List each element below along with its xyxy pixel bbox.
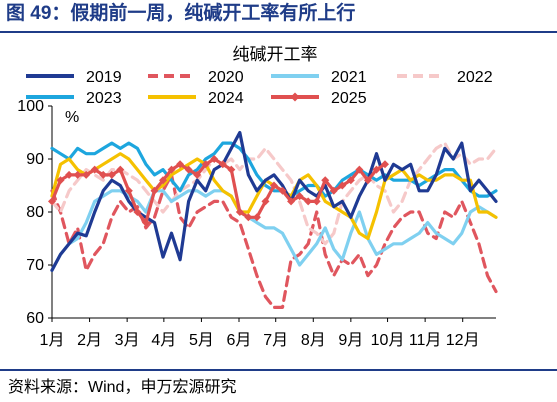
legend-label-2023: 2023	[86, 90, 122, 107]
series-point-2025	[372, 165, 381, 174]
x-tick-label: 10月	[371, 332, 405, 349]
legend-marker-2025	[290, 92, 300, 102]
y-axis-label: %	[65, 109, 79, 126]
series-point-2025	[167, 165, 176, 174]
series-line-2025	[50, 157, 387, 225]
figure-title: 图 49：假期前一周，纯碱开工率有所上行	[6, 3, 356, 24]
series-point-2025	[287, 197, 296, 206]
series-point-2025	[227, 165, 236, 174]
series-line-2023	[50, 141, 498, 198]
series-point-2025	[338, 181, 347, 190]
series-point-2025	[193, 170, 202, 179]
series-point-2025	[133, 208, 142, 216]
x-tick-label: 1月	[40, 332, 65, 349]
x-tick-label: 11月	[409, 332, 442, 349]
legend-label-2024: 2024	[208, 90, 244, 107]
series-point-2025	[329, 186, 338, 195]
series-point-2025	[235, 208, 244, 216]
y-tick-label: 90	[26, 151, 44, 168]
series-point-2025	[295, 192, 304, 201]
series-line-2022	[50, 141, 498, 246]
y-tick-label: 70	[26, 257, 44, 274]
series-point-2025	[312, 197, 321, 206]
chart-title: 纯碱开工率	[233, 45, 318, 64]
series-point-2025	[210, 155, 219, 163]
series-point-2025	[278, 186, 287, 195]
series-point-2025	[321, 176, 330, 185]
legend-label-2025: 2025	[331, 90, 367, 107]
title-rule	[0, 31, 557, 33]
series-line-2020	[50, 173, 498, 309]
series-point-2025	[150, 186, 159, 195]
x-tick-label: 12月	[446, 332, 480, 349]
series-point-2025	[65, 170, 74, 179]
x-tick-label: 4月	[151, 332, 176, 349]
series-point-2025	[82, 170, 91, 179]
series-point-2025	[252, 213, 261, 222]
x-tick-label: 6月	[227, 332, 252, 349]
series-point-2025	[355, 165, 364, 174]
series-point-2025	[176, 160, 185, 169]
series-point-2025	[99, 170, 108, 179]
source-rule	[0, 369, 557, 371]
y-tick-label: 80	[26, 204, 44, 221]
series-point-2025	[56, 176, 65, 185]
series-point-2025	[381, 160, 389, 169]
x-tick-label: 5月	[189, 332, 214, 349]
series-point-2025	[141, 218, 150, 227]
series-point-2025	[218, 160, 227, 169]
series-point-2025	[270, 181, 278, 190]
series-point-2025	[90, 165, 99, 174]
legend-label-2021: 2021	[331, 69, 367, 86]
x-tick-label: 9月	[338, 332, 363, 349]
x-tick-label: 7月	[263, 332, 288, 349]
series-point-2025	[363, 176, 372, 185]
source-note: 资料来源：Wind，申万宏源研究	[8, 379, 237, 396]
series-point-2025	[304, 197, 313, 206]
series-point-2025	[261, 197, 270, 206]
series-point-2025	[346, 176, 355, 185]
series-point-2025	[73, 170, 82, 179]
series-point-2025	[124, 186, 133, 195]
series-point-2025	[48, 197, 56, 206]
legend-label-2020: 2020	[208, 69, 244, 86]
line-chart: 纯碱开工率 2019 2020 2021 2022 2023 2024 2025 60 70 80 9…	[17, 45, 498, 349]
x-tick-label: 2月	[77, 332, 102, 349]
series-line-2021	[50, 189, 498, 272]
y-tick-label: 100	[17, 98, 44, 115]
series-point-2025	[159, 176, 167, 185]
x-tick-label: 3月	[115, 332, 140, 349]
x-tick-label: 8月	[301, 332, 326, 349]
series-point-2025	[184, 165, 193, 174]
series-point-2025	[201, 160, 210, 169]
y-tick-label: 60	[26, 310, 44, 327]
legend-label-2019: 2019	[86, 69, 122, 86]
series-point-2025	[116, 165, 125, 174]
series-line-2019	[50, 130, 498, 272]
legend-label-2022: 2022	[457, 69, 493, 86]
series-point-2025	[244, 213, 253, 222]
series-point-2025	[107, 170, 116, 179]
